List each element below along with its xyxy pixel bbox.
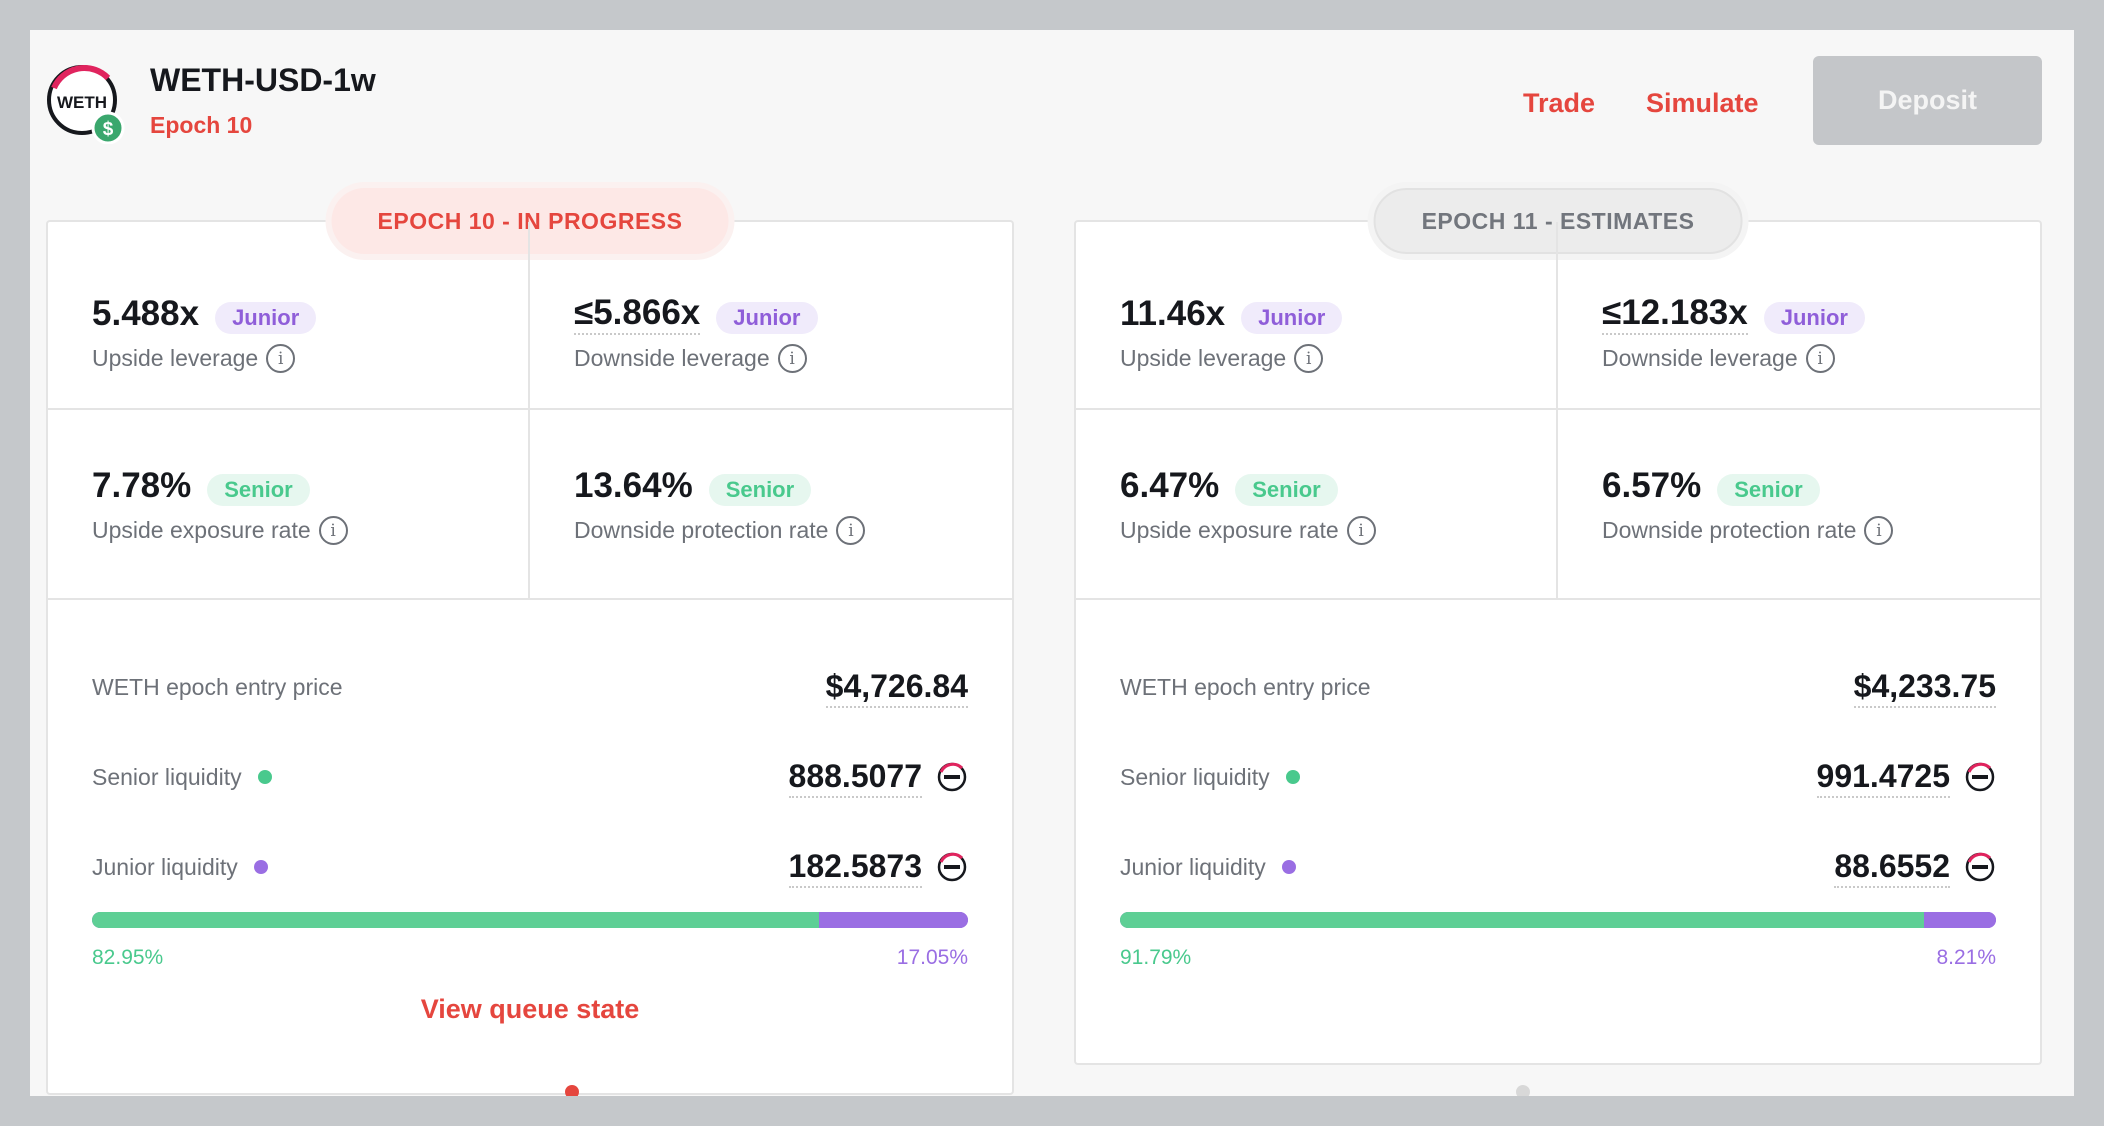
senior-badge: Senior bbox=[708, 474, 812, 506]
pool-title: WETH-USD-1w bbox=[150, 62, 376, 98]
senior-bar-segment bbox=[92, 912, 819, 928]
upside-exposure-cell: 6.47% Senior Upside exposure rate i bbox=[1076, 410, 1558, 598]
current-epoch-card: EPOCH 10 - IN PROGRESS 5.488x Junior Ups… bbox=[46, 188, 1014, 1095]
junior-percentage: 8.21% bbox=[1936, 946, 1996, 969]
liquidity-split-bar bbox=[92, 912, 968, 928]
senior-badge: Senior bbox=[1717, 474, 1820, 506]
junior-liquidity-row: Junior liquidity 182.5873 bbox=[92, 822, 968, 912]
downside-leverage-value[interactable]: ≤12.183x bbox=[1602, 293, 1748, 335]
senior-liquidity-value[interactable]: 991.4725 bbox=[1816, 756, 1950, 798]
info-icon[interactable]: i bbox=[266, 344, 296, 373]
weth-token-icon bbox=[937, 852, 967, 882]
downside-leverage-cell: ≤12.183x Junior Downside leverage i bbox=[1558, 222, 2040, 410]
senior-percentage: 82.95% bbox=[92, 946, 164, 969]
upside-exposure-value: 7.78% bbox=[92, 466, 192, 505]
junior-liquidity-label: Junior liquidity bbox=[92, 853, 238, 880]
entry-price-row: WETH epoch entry price $4,726.84 bbox=[92, 642, 968, 732]
info-icon[interactable]: i bbox=[777, 344, 807, 373]
senior-dot-icon bbox=[1285, 770, 1300, 784]
entry-price-value[interactable]: $4,726.84 bbox=[825, 666, 968, 708]
epoch-status-pill: EPOCH 11 - ESTIMATES bbox=[1373, 188, 1743, 254]
info-icon[interactable]: i bbox=[1346, 516, 1376, 545]
info-icon[interactable]: i bbox=[1864, 516, 1894, 545]
weth-token-icon bbox=[1965, 762, 1995, 792]
next-epoch-card: EPOCH 11 - ESTIMATES 11.46x Junior Upsid… bbox=[1074, 188, 2042, 1065]
info-icon[interactable]: i bbox=[318, 516, 348, 545]
upside-exposure-value: 6.47% bbox=[1120, 466, 1220, 505]
weth-usd-pool-logo: WETH $ bbox=[47, 65, 125, 144]
downside-leverage-value[interactable]: ≤5.866x bbox=[574, 293, 701, 335]
upside-leverage-value: 5.488x bbox=[92, 294, 200, 333]
junior-dot-icon bbox=[253, 860, 268, 874]
senior-liquidity-label: Senior liquidity bbox=[1120, 763, 1270, 790]
downside-protection-cell: 6.57% Senior Downside protection rate i bbox=[1558, 410, 2040, 598]
deposit-button[interactable]: Deposit bbox=[1813, 56, 2042, 145]
trade-link[interactable]: Trade bbox=[1523, 88, 1596, 118]
entry-price-label: WETH epoch entry price bbox=[92, 673, 343, 700]
carousel-dot-active[interactable] bbox=[565, 1085, 579, 1096]
liquidity-rows: WETH epoch entry price $4,726.84 Senior … bbox=[92, 642, 968, 912]
stats-grid: 11.46x Junior Upside leverage i ≤12.183x… bbox=[1076, 222, 2040, 600]
downside-protection-value: 13.64% bbox=[574, 466, 693, 505]
junior-bar-segment bbox=[818, 912, 968, 928]
senior-badge: Senior bbox=[207, 474, 310, 506]
senior-liquidity-value[interactable]: 888.5077 bbox=[788, 756, 922, 798]
upside-leverage-label: Upside leverage bbox=[92, 345, 259, 371]
downside-protection-label: Downside protection rate bbox=[1602, 517, 1857, 543]
simulate-link[interactable]: Simulate bbox=[1646, 88, 1759, 118]
view-queue-state-link[interactable]: View queue state bbox=[420, 994, 640, 1024]
downside-protection-value: 6.57% bbox=[1602, 466, 1702, 505]
senior-badge: Senior bbox=[1235, 474, 1338, 506]
senior-liquidity-label: Senior liquidity bbox=[92, 763, 242, 790]
junior-badge: Junior bbox=[1241, 302, 1343, 334]
entry-price-value[interactable]: $4,233.75 bbox=[1853, 666, 1996, 708]
junior-dot-icon bbox=[1281, 860, 1296, 874]
upside-leverage-cell: 5.488x Junior Upside leverage i bbox=[48, 222, 530, 410]
liquidity-rows: WETH epoch entry price $4,233.75 Senior … bbox=[1120, 642, 1996, 912]
senior-liquidity-row: Senior liquidity 888.5077 bbox=[92, 732, 968, 822]
junior-badge: Junior bbox=[716, 302, 818, 334]
pool-page: WETH $ WETH-USD-1w Epoch 10 Trade Simula… bbox=[30, 30, 2074, 1096]
upside-exposure-label: Upside exposure rate bbox=[92, 517, 311, 543]
logo-badge-text: $ bbox=[103, 119, 114, 140]
junior-liquidity-label: Junior liquidity bbox=[1120, 853, 1266, 880]
carousel-dot[interactable] bbox=[1516, 1085, 1530, 1096]
upside-exposure-label: Upside exposure rate bbox=[1120, 517, 1339, 543]
info-icon[interactable]: i bbox=[1805, 344, 1835, 373]
junior-badge: Junior bbox=[1763, 302, 1865, 334]
junior-badge: Junior bbox=[215, 302, 317, 334]
stats-grid: 5.488x Junior Upside leverage i ≤5.866x … bbox=[48, 222, 1012, 600]
entry-price-row: WETH epoch entry price $4,233.75 bbox=[1120, 642, 1996, 732]
downside-protection-cell: 13.64% Senior Downside protection rate i bbox=[530, 410, 1012, 598]
entry-price-label: WETH epoch entry price bbox=[1120, 673, 1371, 700]
epoch-status-pill: EPOCH 10 - IN PROGRESS bbox=[331, 188, 729, 254]
logo-text: WETH bbox=[57, 93, 107, 112]
senior-percentage: 91.79% bbox=[1120, 946, 1192, 969]
info-icon[interactable]: i bbox=[1294, 344, 1324, 373]
weth-token-icon bbox=[937, 762, 967, 792]
upside-leverage-value: 11.46x bbox=[1120, 294, 1226, 333]
upside-exposure-cell: 7.78% Senior Upside exposure rate i bbox=[48, 410, 530, 598]
junior-liquidity-value[interactable]: 88.6552 bbox=[1834, 846, 1950, 888]
weth-token-icon bbox=[1965, 852, 1995, 882]
senior-dot-icon bbox=[257, 770, 272, 784]
downside-leverage-label: Downside leverage bbox=[1602, 345, 1798, 371]
senior-bar-segment bbox=[1120, 912, 1925, 928]
upside-leverage-label: Upside leverage bbox=[1120, 345, 1287, 371]
senior-liquidity-row: Senior liquidity 991.4725 bbox=[1120, 732, 1996, 822]
downside-protection-label: Downside protection rate bbox=[574, 517, 829, 543]
upside-leverage-cell: 11.46x Junior Upside leverage i bbox=[1076, 222, 1558, 410]
downside-leverage-cell: ≤5.866x Junior Downside leverage i bbox=[530, 222, 1012, 410]
downside-leverage-label: Downside leverage bbox=[574, 345, 770, 371]
info-icon[interactable]: i bbox=[836, 516, 866, 545]
pool-epoch-label: Epoch 10 bbox=[150, 112, 253, 138]
junior-percentage: 17.05% bbox=[896, 946, 968, 969]
junior-bar-segment bbox=[1924, 912, 1996, 928]
liquidity-split-bar bbox=[1120, 912, 1996, 928]
junior-liquidity-row: Junior liquidity 88.6552 bbox=[1120, 822, 1996, 912]
junior-liquidity-value[interactable]: 182.5873 bbox=[788, 846, 922, 888]
